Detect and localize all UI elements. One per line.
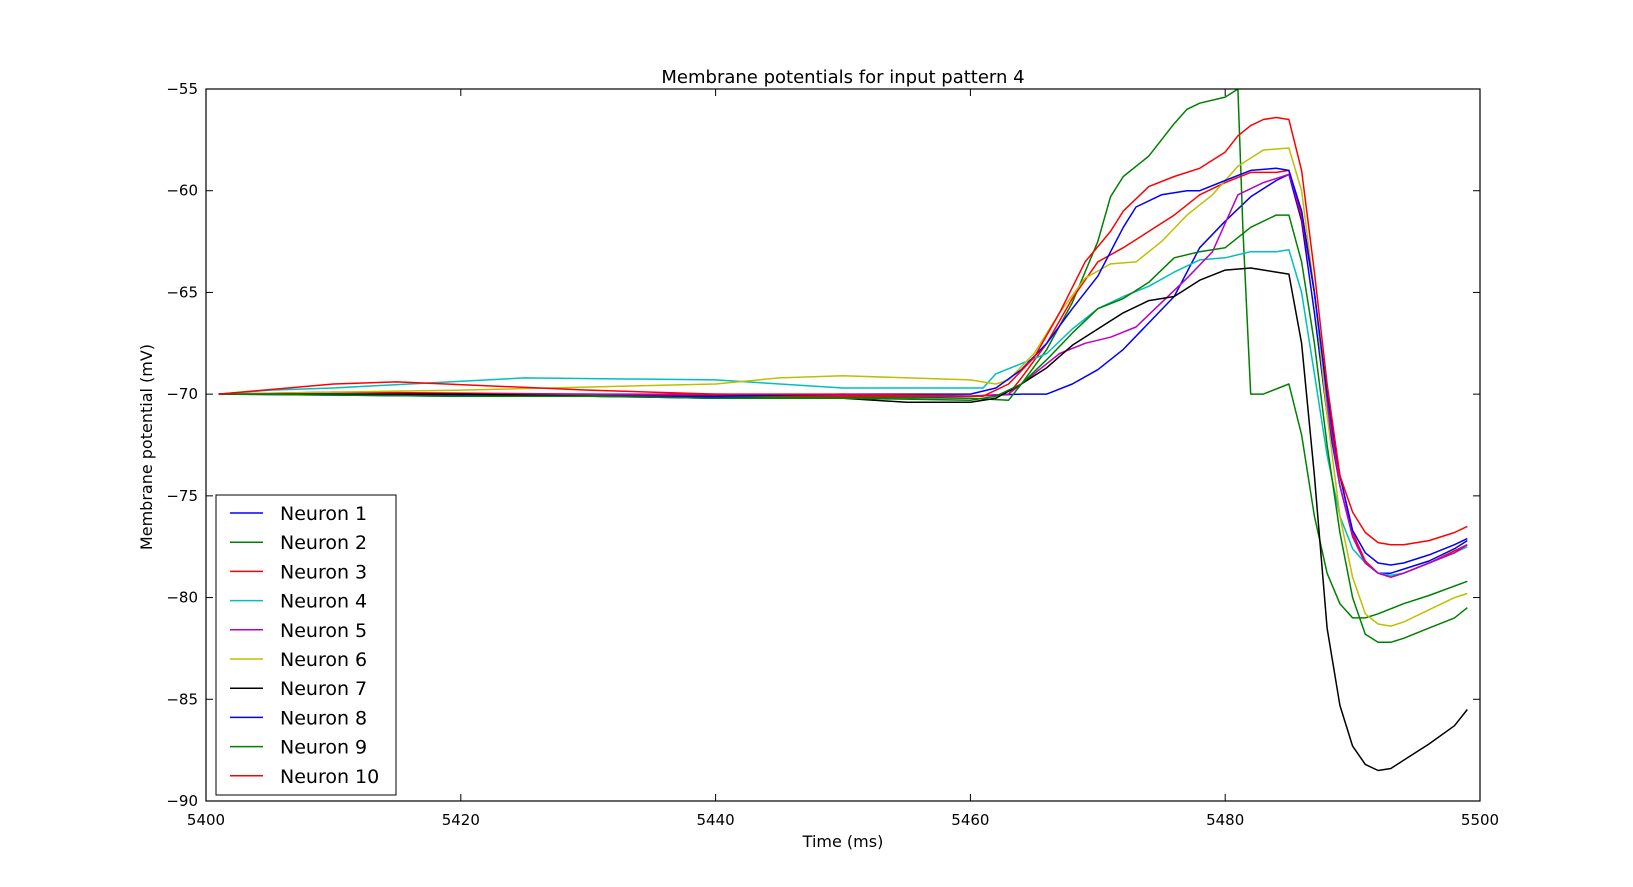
legend-label-neuron-5: Neuron 5 [280, 620, 367, 642]
legend-label-neuron-8: Neuron 8 [280, 707, 367, 729]
y-tick-label: −55 [166, 80, 198, 98]
legend-label-neuron-10: Neuron 10 [280, 766, 379, 788]
plot-frame [205, 88, 1481, 802]
series-line-neuron-7 [218, 267, 1468, 772]
y-tick-label: −80 [166, 589, 198, 607]
x-axis-label: Time (ms) [802, 832, 884, 851]
y-tick-label: −60 [166, 182, 198, 200]
x-tick-label: 5420 [442, 811, 480, 829]
legend-label-neuron-4: Neuron 4 [280, 591, 367, 613]
series-lines [218, 89, 1468, 772]
x-tick-label: 5500 [1461, 811, 1499, 829]
legend-label-neuron-2: Neuron 2 [280, 532, 367, 554]
y-tick-label: −90 [166, 792, 198, 810]
y-axis-label: Membrane potential (mV) [137, 344, 156, 550]
legend: Neuron 1 Neuron 2 Neuron 3 Neuron 4 Neuron 5… [215, 494, 397, 796]
axis-ticks: 5400 5420 5440 5460 5480 5500 −90 −85 −80 −75 −70 −… [166, 80, 1499, 829]
series-line-neuron-10 [218, 116, 1468, 546]
x-tick-label: 5400 [187, 811, 225, 829]
series-line-neuron-8 [218, 167, 1468, 566]
legend-label-neuron-9: Neuron 9 [280, 737, 367, 759]
y-tick-label: −65 [166, 283, 198, 301]
legend-label-neuron-1: Neuron 1 [280, 503, 367, 525]
x-tick-label: 5460 [951, 811, 989, 829]
series-line-neuron-9 [218, 214, 1468, 644]
x-tick-label: 5480 [1206, 811, 1244, 829]
x-tick-label: 5440 [697, 811, 735, 829]
legend-label-neuron-3: Neuron 3 [280, 561, 367, 583]
y-tick-label: −85 [166, 690, 198, 708]
legend-label-neuron-7: Neuron 7 [280, 678, 367, 700]
chart-title: Membrane potentials for input pattern 4 [661, 67, 1024, 88]
legend-box [215, 494, 397, 796]
series-line-neuron-6 [218, 147, 1468, 627]
y-tick-label: −70 [166, 385, 198, 403]
legend-label-neuron-6: Neuron 6 [280, 649, 367, 671]
y-tick-label: −75 [166, 487, 198, 505]
